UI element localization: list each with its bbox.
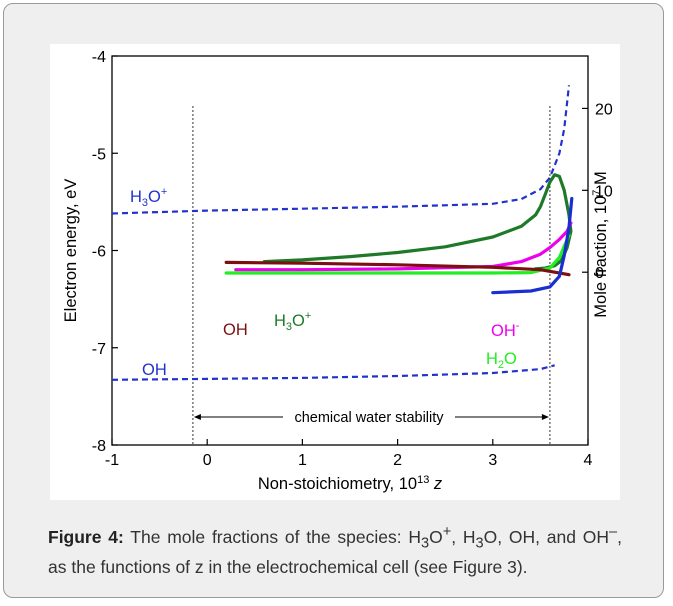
caption-sub-2: 3: [475, 535, 484, 552]
caption-label: Figure 4:: [48, 526, 124, 547]
y-left-tick-label: -8: [92, 438, 106, 455]
caption-text-5: , as the functions of z in the electroch…: [48, 526, 623, 578]
left-series-line-0: [111, 85, 571, 215]
y-right-axis-label: Mole fraction, 107 M: [591, 171, 610, 317]
caption-text-2: O: [429, 526, 443, 547]
oh-curve: [224, 260, 571, 277]
y-right-tick-label: 20: [595, 101, 613, 118]
y-right-tick-label: 0: [595, 265, 604, 282]
stability-arrow-left-head: [193, 414, 201, 420]
labels-group: H3O+ OH H3O+ OH- H2O OH: [130, 186, 520, 379]
y-left-tick-label: -4: [92, 49, 106, 66]
y-left-tick-label: -5: [92, 146, 106, 163]
stability-label: chemical water stability: [294, 410, 444, 426]
caption-sup-2: –: [609, 524, 618, 540]
oh-solid-label: OH: [223, 321, 248, 339]
stability-label-bg: [283, 407, 455, 427]
plot-panel: -1 0 1 2 3 4 -4 -5 -6 -7 -8 20 10 0 chemical water sta…: [50, 44, 620, 500]
caption-sub-1: 3: [420, 535, 430, 552]
caption-text-1: The mole fractions of the species: H: [123, 526, 421, 547]
y-left-tick-label: -7: [92, 341, 106, 358]
y-left-tick-label: -6: [92, 244, 106, 261]
h3o-plus-dashed-label: H3O+: [130, 186, 167, 209]
blue-rising-curve: [491, 196, 574, 295]
y-right-tick-label: 10: [595, 183, 613, 200]
x-axis-label: Non-stoichiometry, 1013 z: [258, 474, 443, 493]
y-left-axis-label: Electron energy, eV: [62, 179, 80, 323]
h2o-label: H2O: [486, 350, 517, 371]
h2o-curve: [224, 233, 571, 275]
x-tick-label: 1: [298, 452, 307, 469]
h3o-plus-curve: [262, 173, 573, 271]
axes-group: -1 0 1 2 3 4 -4 -5 -6 -7 -8 20 10 0 chemical water sta…: [62, 49, 613, 493]
x-tick-label: 2: [393, 452, 402, 469]
oh-minus-curve: [234, 221, 573, 272]
x-tick-label: 3: [488, 452, 497, 469]
x-tick-label: 0: [203, 452, 212, 469]
caption-sup-1: +: [442, 524, 452, 540]
plot-frame: [111, 55, 589, 446]
oh-minus-label: OH-: [491, 320, 520, 340]
caption-text-3: , H: [451, 526, 476, 547]
stability-arrow-right-head: [541, 414, 549, 420]
left-series-line-1: [111, 364, 555, 381]
x-tick-label: 4: [584, 452, 593, 469]
series-group: [111, 85, 574, 381]
caption-text-4: O, OH, and OH: [483, 526, 610, 547]
x-tick-label: -1: [105, 452, 119, 469]
h3o-plus-solid-label: H3O+: [274, 310, 311, 333]
chart-svg: -1 0 1 2 3 4 -4 -5 -6 -7 -8 20 10 0 chemical water sta…: [62, 49, 613, 493]
figure-caption: Figure 4: The mole fractions of the spec…: [48, 520, 622, 579]
figure-card: -1 0 1 2 3 4 -4 -5 -6 -7 -8 20 10 0 chemical water sta…: [3, 3, 664, 598]
oh-dashed-label: OH: [142, 361, 167, 379]
